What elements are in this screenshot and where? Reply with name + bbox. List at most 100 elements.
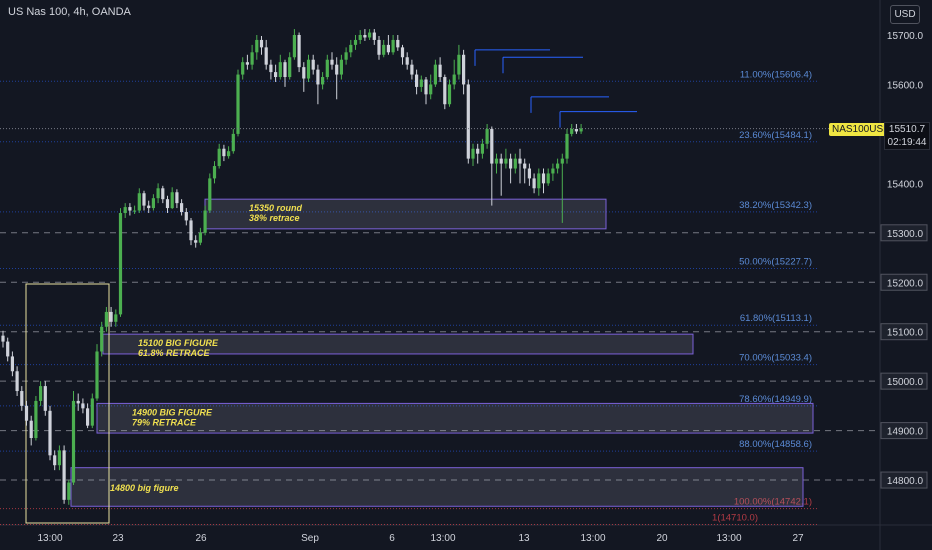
candle-body xyxy=(504,158,508,164)
fib-level-label: 50.00%(15227.7) xyxy=(739,257,812,268)
candle-body xyxy=(133,210,137,212)
candle-body xyxy=(410,64,414,75)
candle-body xyxy=(90,398,94,426)
candle-body xyxy=(109,311,113,322)
candle-body xyxy=(546,173,550,184)
candle-body xyxy=(447,84,452,105)
candle-body xyxy=(570,128,574,134)
candle-body xyxy=(222,148,226,157)
zone-note: 15350 round xyxy=(249,203,303,213)
candle-body xyxy=(128,207,132,211)
candle-body xyxy=(335,64,339,75)
last-price: 15510.7 xyxy=(888,124,926,135)
candle-body xyxy=(363,35,367,38)
last-price-tag: 15510.7 02:19:44 xyxy=(884,122,930,150)
candle-body xyxy=(518,158,522,164)
y-tick-label: 15000.0 xyxy=(887,377,924,388)
zone-note: 38% retrace xyxy=(249,213,300,223)
candle-body xyxy=(34,400,38,439)
candle-body xyxy=(513,158,517,169)
candle-body xyxy=(227,151,231,157)
candle-body xyxy=(104,311,108,327)
candle-body xyxy=(429,84,433,95)
candle-body xyxy=(311,59,315,70)
currency-button[interactable]: USD xyxy=(890,5,920,24)
candle-body xyxy=(377,39,381,55)
candle-body xyxy=(241,62,245,75)
candle-body xyxy=(203,210,207,233)
candle-body xyxy=(325,59,329,78)
x-tick-label: 13:00 xyxy=(580,533,605,544)
candle-body xyxy=(147,205,151,209)
candle-body xyxy=(509,158,513,169)
candle-body xyxy=(532,178,536,189)
candle-body xyxy=(264,47,268,65)
candle-body xyxy=(466,84,470,159)
candle-body xyxy=(217,148,221,167)
candle-body xyxy=(29,420,33,439)
candle-body xyxy=(433,64,437,85)
support-zone xyxy=(204,198,607,230)
support-zone xyxy=(70,467,804,507)
x-tick-label: 6 xyxy=(389,533,395,544)
candle-body xyxy=(231,133,235,152)
candle-body xyxy=(278,62,282,78)
candle-body xyxy=(57,450,61,466)
candle-body xyxy=(184,212,188,221)
candle-body xyxy=(165,199,170,209)
fib-level-label: 1(14710.0) xyxy=(712,513,758,524)
bar-countdown: 02:19:44 xyxy=(887,137,927,148)
zone-note: 15100 BIG FIGURE xyxy=(138,338,219,348)
fib-level-label: 38.20%(15342.3) xyxy=(739,200,812,211)
candle-body xyxy=(123,207,127,214)
candle-body xyxy=(471,148,475,159)
candle-body xyxy=(321,77,325,85)
candle-body xyxy=(424,79,428,95)
candle-body xyxy=(443,77,447,105)
y-tick-label: 14900.0 xyxy=(887,427,924,438)
candle-body xyxy=(396,39,400,48)
candle-body xyxy=(330,59,334,65)
candle-body xyxy=(344,52,348,60)
fib-level-label: 23.60%(15484.1) xyxy=(739,130,812,141)
symbol-tag: NAS100USD xyxy=(829,123,894,136)
chart-title: US Nas 100, 4h, OANDA xyxy=(8,6,131,18)
candle-body xyxy=(208,178,212,211)
candle-body xyxy=(386,44,390,53)
candle-body xyxy=(43,386,47,411)
x-tick-label: 20 xyxy=(656,533,668,544)
candle-body xyxy=(579,128,583,132)
candle-body xyxy=(114,314,118,322)
x-tick-label: Sep xyxy=(301,533,319,544)
candle-body xyxy=(288,57,292,78)
candle-body xyxy=(339,59,343,75)
x-tick-label: 27 xyxy=(792,533,804,544)
candle-body xyxy=(400,47,405,58)
candle-body xyxy=(236,74,240,134)
candle-body xyxy=(560,158,564,164)
candle-body xyxy=(6,341,10,357)
candle-body xyxy=(62,450,66,500)
x-tick-label: 13:00 xyxy=(716,533,741,544)
candle-body xyxy=(24,405,29,421)
candle-body xyxy=(419,79,423,87)
candle-body xyxy=(175,192,179,204)
y-tick-label: 14800.0 xyxy=(887,476,924,487)
candle-body xyxy=(358,35,362,40)
candle-body xyxy=(485,128,489,144)
candle-body xyxy=(118,213,123,315)
candle-body xyxy=(391,39,395,53)
candle-body xyxy=(274,72,278,78)
candle-body xyxy=(415,74,419,87)
fib-level-label: 61.80%(15113.1) xyxy=(740,313,812,324)
candle-body xyxy=(76,400,80,404)
candle-body xyxy=(67,482,71,500)
candle-body xyxy=(405,57,409,65)
candle-body xyxy=(255,39,259,53)
candle-body xyxy=(438,64,442,78)
candle-body xyxy=(527,168,531,179)
x-tick-label: 13:00 xyxy=(430,533,455,544)
